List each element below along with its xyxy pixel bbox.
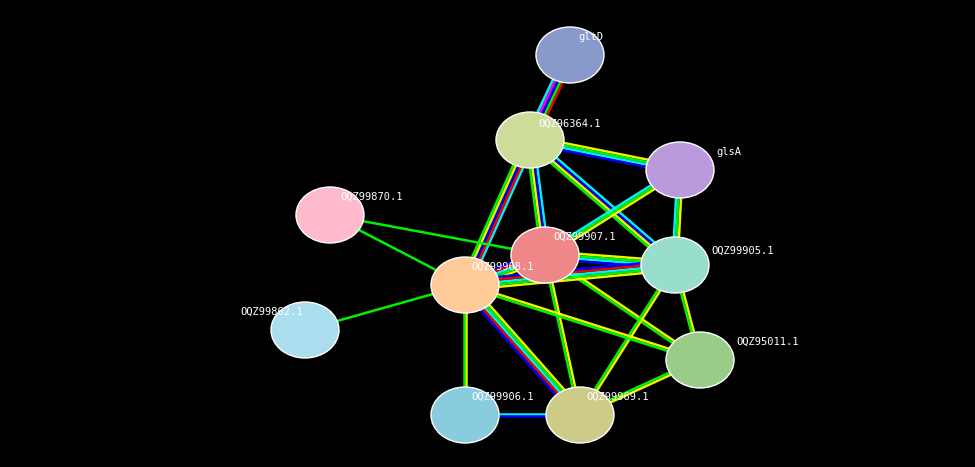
Ellipse shape bbox=[296, 187, 364, 243]
Ellipse shape bbox=[496, 112, 564, 168]
Text: glsA: glsA bbox=[716, 147, 741, 157]
Ellipse shape bbox=[641, 237, 709, 293]
Text: OQZ99870.1: OQZ99870.1 bbox=[340, 192, 403, 202]
Text: OQZ95011.1: OQZ95011.1 bbox=[736, 337, 799, 347]
Text: OQZ99968.1: OQZ99968.1 bbox=[471, 262, 533, 272]
Text: OQZ99862.1: OQZ99862.1 bbox=[240, 307, 302, 317]
Ellipse shape bbox=[431, 257, 499, 313]
Text: OQZ96364.1: OQZ96364.1 bbox=[538, 119, 601, 129]
Ellipse shape bbox=[271, 302, 339, 358]
Text: OQZ99906.1: OQZ99906.1 bbox=[471, 392, 533, 402]
Text: OQZ99907.1: OQZ99907.1 bbox=[553, 232, 615, 242]
Ellipse shape bbox=[536, 27, 604, 83]
Ellipse shape bbox=[646, 142, 714, 198]
Text: OQZ99905.1: OQZ99905.1 bbox=[711, 246, 773, 256]
Ellipse shape bbox=[511, 227, 579, 283]
Text: OQZ99969.1: OQZ99969.1 bbox=[586, 392, 648, 402]
Text: gltD: gltD bbox=[578, 32, 603, 42]
Ellipse shape bbox=[666, 332, 734, 388]
Ellipse shape bbox=[431, 387, 499, 443]
Ellipse shape bbox=[546, 387, 614, 443]
